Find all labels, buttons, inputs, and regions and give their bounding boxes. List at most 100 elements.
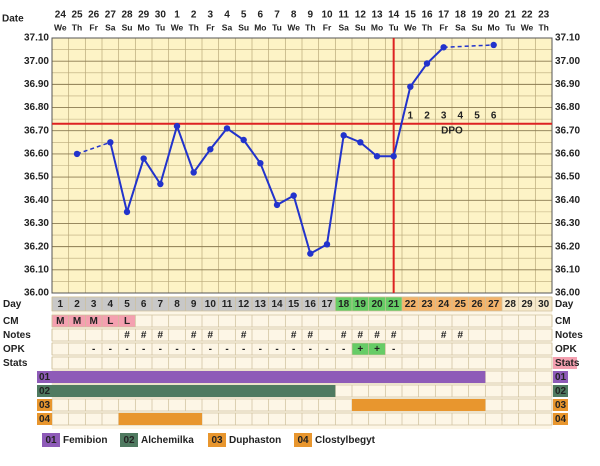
y-tick-label: 36.80 — [24, 102, 49, 113]
date-label: 3 — [208, 10, 214, 21]
day-cell — [502, 297, 519, 311]
date-label: 21 — [505, 10, 517, 21]
dpo-number: 2 — [424, 111, 430, 122]
temperature-point — [390, 153, 397, 160]
legend-swatch — [42, 433, 60, 447]
temperature-point — [323, 241, 331, 248]
y-tick-label: 36.50 — [24, 172, 49, 183]
weekday-label: Tu — [505, 22, 515, 32]
y-tick-label: 36.40 — [24, 195, 49, 206]
legend-swatch — [208, 433, 226, 447]
date-label: 24 — [55, 10, 67, 21]
temperature-point — [290, 192, 297, 199]
date-label: 18 — [455, 10, 467, 21]
y-tick-label: 36.70 — [24, 125, 49, 136]
temperature-point — [373, 153, 381, 160]
day-cell — [285, 297, 302, 311]
dpo-number: 5 — [474, 111, 480, 122]
opk-entry: - — [175, 344, 178, 355]
y-tick-label-right: 36.50 — [555, 172, 580, 183]
notes-entry: # — [374, 330, 380, 341]
opk-entry: - — [259, 344, 262, 355]
date-label: 29 — [138, 10, 150, 21]
date-label: 17 — [438, 10, 450, 21]
weekday-label: Su — [472, 22, 483, 32]
cm-entry: M — [56, 316, 64, 327]
legend-name: Femibion — [63, 435, 107, 446]
day-number: 5 — [124, 299, 130, 310]
temperature-point — [123, 208, 131, 216]
weekday-label: Fr — [206, 22, 215, 32]
opk-entry: - — [292, 344, 295, 355]
cm-cell — [102, 315, 119, 327]
date-label: 10 — [321, 10, 333, 21]
day-number: 6 — [141, 299, 147, 310]
y-tick-label: 37.00 — [24, 56, 49, 67]
opk-entry: - — [309, 344, 312, 355]
day-number: 25 — [455, 299, 467, 310]
temperature-point — [157, 180, 164, 188]
day-number: 16 — [305, 299, 317, 310]
day-number: 1 — [58, 299, 64, 310]
day-number: 26 — [471, 299, 483, 310]
weekday-label: Tu — [155, 22, 165, 32]
weekday-label: Mo — [138, 22, 150, 32]
y-tick-label-right: 36.30 — [555, 218, 580, 229]
y-tick-label-right: 36.80 — [555, 102, 580, 113]
date-label: 19 — [471, 10, 483, 21]
weekday-label: Th — [72, 22, 82, 32]
opk-entry: - — [92, 344, 95, 355]
medication-bar — [52, 371, 486, 383]
temperature-point — [423, 60, 431, 67]
cm-cell — [68, 315, 86, 327]
temperature-point — [257, 159, 264, 167]
weekday-label: Fr — [89, 22, 98, 32]
day-number: 7 — [158, 299, 164, 310]
weekday-label: We — [521, 22, 534, 32]
y-tick-label-right: 36.40 — [555, 195, 580, 206]
day-number: 21 — [388, 299, 400, 310]
y-tick-label-right: 36.60 — [555, 149, 580, 160]
date-label: 22 — [521, 10, 533, 21]
weekday-label: Sa — [105, 22, 116, 32]
day-cell — [485, 297, 502, 311]
opk-entry: - — [325, 344, 328, 355]
day-number: 19 — [355, 299, 367, 310]
notes-entry: # — [291, 330, 297, 341]
y-tick-label-right: 37.10 — [555, 33, 580, 44]
weekday-label: Sa — [222, 22, 233, 32]
weekday-label: We — [54, 22, 67, 32]
cm-entry: M — [89, 316, 97, 327]
opk-entry: - — [392, 344, 395, 355]
temperature-point — [140, 155, 147, 162]
dpo-number: 4 — [458, 111, 464, 122]
date-label: 16 — [421, 10, 433, 21]
day-number: 8 — [174, 299, 180, 310]
opk-entry: - — [242, 344, 245, 355]
day-cell — [302, 297, 319, 311]
weekday-label: We — [287, 22, 300, 32]
medication-code-box-right — [553, 399, 568, 411]
legend-name: Duphaston — [229, 435, 281, 446]
day-cell — [152, 297, 169, 311]
y-tick-label: 37.10 — [24, 33, 49, 44]
temperature-point — [440, 44, 447, 51]
opk-entry: - — [192, 344, 195, 355]
medication-code-box — [37, 371, 52, 383]
date-label: 27 — [105, 10, 117, 21]
medication-code: 03 — [39, 400, 51, 411]
day-number: 10 — [205, 299, 217, 310]
day-cell — [118, 297, 136, 311]
temperature-point — [273, 201, 281, 209]
day-cell — [235, 297, 252, 311]
legend-swatch — [294, 433, 312, 447]
opk-entry: - — [125, 344, 128, 355]
weekday-label: Sa — [455, 22, 466, 32]
cm-entry: L — [107, 316, 113, 327]
day-cell — [418, 297, 436, 311]
temperature-point — [223, 125, 231, 132]
medication-bar — [118, 413, 202, 425]
weekday-label: Mo — [254, 22, 266, 32]
weekday-label: Mo — [488, 22, 500, 32]
